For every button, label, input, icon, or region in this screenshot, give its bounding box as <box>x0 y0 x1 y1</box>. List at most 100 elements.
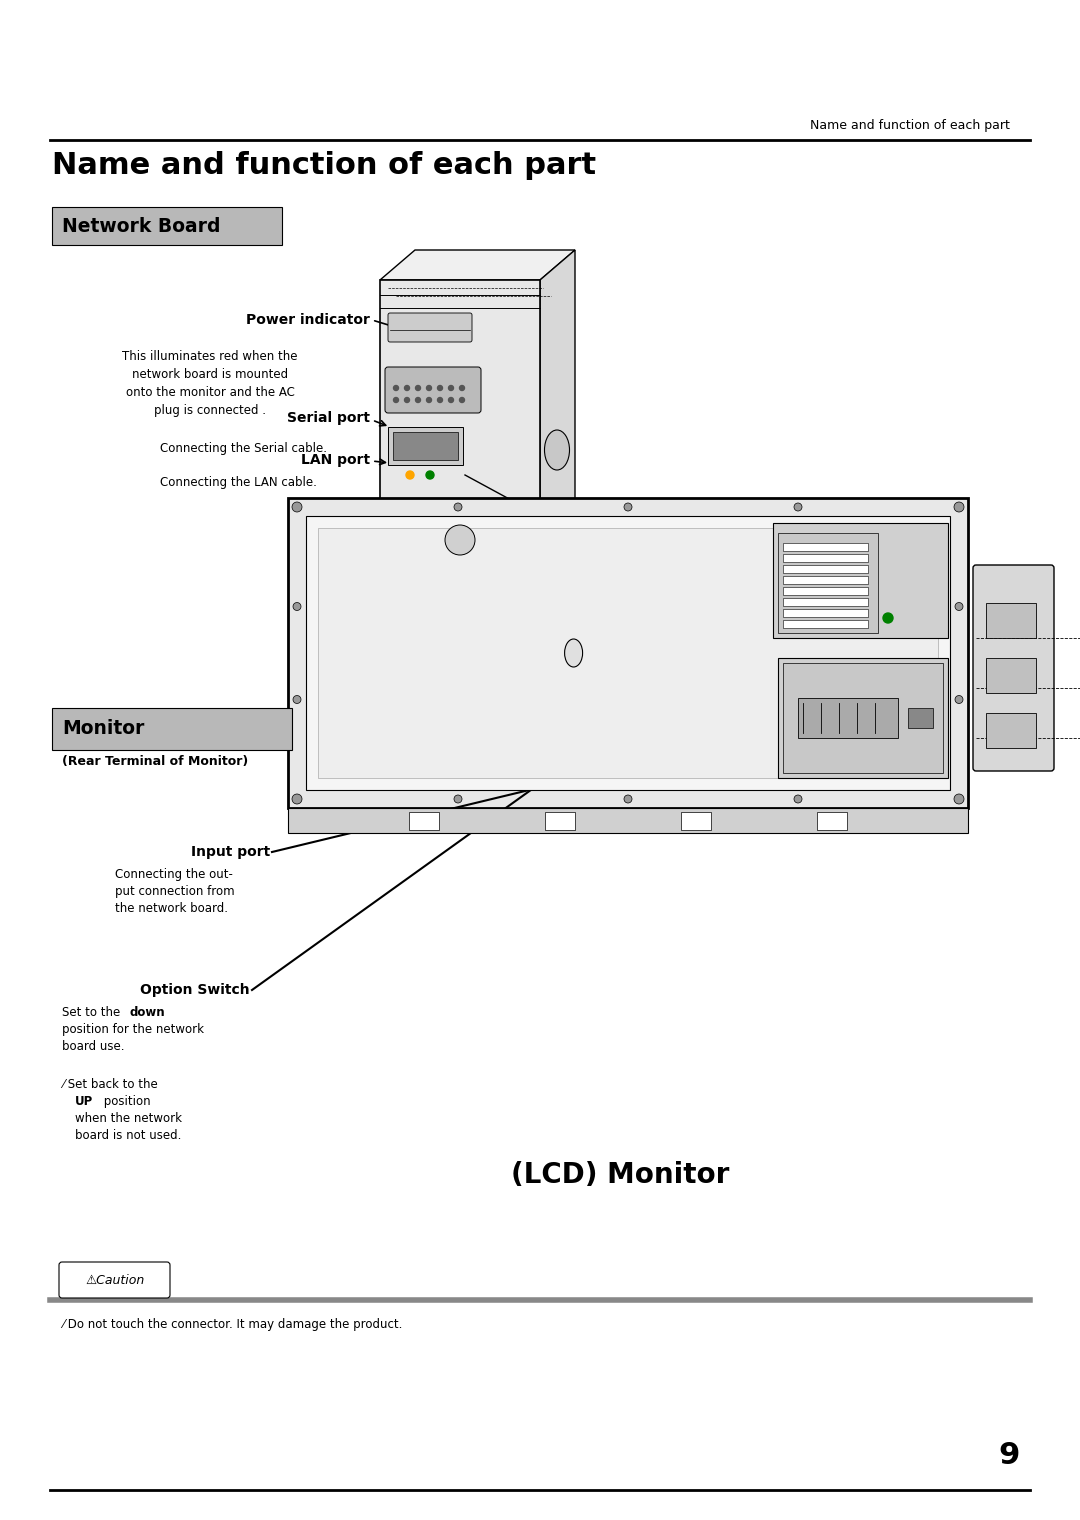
Circle shape <box>405 386 409 391</box>
FancyBboxPatch shape <box>783 587 868 594</box>
Circle shape <box>416 386 420 391</box>
Circle shape <box>437 386 443 391</box>
Text: This turns on and off when: This turns on and off when <box>618 657 775 669</box>
Text: down: down <box>130 1006 165 1018</box>
FancyBboxPatch shape <box>908 708 933 728</box>
FancyBboxPatch shape <box>59 1262 170 1298</box>
Ellipse shape <box>565 638 582 667</box>
Text: network board is mounted: network board is mounted <box>132 368 288 382</box>
Text: Option Switch: Option Switch <box>140 983 249 997</box>
Text: Serial port: Serial port <box>287 410 370 426</box>
Circle shape <box>454 503 462 511</box>
Circle shape <box>954 502 964 512</box>
Text: Input port: Input port <box>191 845 270 859</box>
FancyBboxPatch shape <box>783 610 868 617</box>
Text: position for the network: position for the network <box>62 1023 204 1037</box>
Circle shape <box>794 503 802 511</box>
Text: ACT indicator (Green): ACT indicator (Green) <box>618 631 788 644</box>
Text: ⁄ Set back to the: ⁄ Set back to the <box>62 1078 158 1091</box>
Text: board use.: board use. <box>62 1040 124 1053</box>
Text: board is not used.: board is not used. <box>75 1129 181 1142</box>
FancyBboxPatch shape <box>288 809 968 833</box>
Text: position: position <box>100 1094 150 1108</box>
Circle shape <box>445 524 475 555</box>
Circle shape <box>448 386 454 391</box>
Text: the network board is connected: the network board is connected <box>618 590 806 603</box>
Text: put connection from: put connection from <box>114 885 234 898</box>
FancyBboxPatch shape <box>783 576 868 584</box>
Text: sending or receiving of data: sending or receiving of data <box>618 673 784 686</box>
Text: This illuminates red when the: This illuminates red when the <box>122 350 298 363</box>
Text: Set to the: Set to the <box>62 1006 124 1018</box>
Text: onto the monitor and the AC: onto the monitor and the AC <box>125 386 295 400</box>
Text: Connecting the LAN cable.: Connecting the LAN cable. <box>160 476 316 489</box>
Circle shape <box>794 795 802 803</box>
Text: the network board.: the network board. <box>114 901 228 915</box>
Text: ⁄ Do not touch the connector. It may damage the product.: ⁄ Do not touch the connector. It may dam… <box>62 1318 403 1332</box>
FancyBboxPatch shape <box>986 603 1036 638</box>
Text: Name and function of each part: Name and function of each part <box>52 150 596 179</box>
Text: (Rear Terminal of Monitor): (Rear Terminal of Monitor) <box>62 755 248 769</box>
Circle shape <box>293 696 301 704</box>
FancyBboxPatch shape <box>773 523 948 638</box>
Text: 9: 9 <box>999 1441 1020 1470</box>
Circle shape <box>459 386 464 391</box>
FancyBboxPatch shape <box>393 432 458 461</box>
FancyBboxPatch shape <box>318 527 939 778</box>
Circle shape <box>624 795 632 803</box>
Text: Connecting the Serial cable.: Connecting the Serial cable. <box>160 442 327 454</box>
Ellipse shape <box>544 430 569 470</box>
Text: Name and function of each part: Name and function of each part <box>810 119 1010 132</box>
Circle shape <box>955 696 963 704</box>
Circle shape <box>427 386 432 391</box>
Circle shape <box>437 398 443 403</box>
Text: Power indicator: Power indicator <box>246 313 370 327</box>
FancyBboxPatch shape <box>783 543 868 552</box>
Text: ⚠Caution: ⚠Caution <box>85 1274 145 1286</box>
Circle shape <box>459 398 464 403</box>
Circle shape <box>292 793 302 804</box>
FancyBboxPatch shape <box>778 658 948 778</box>
Polygon shape <box>380 280 540 570</box>
Text: (LCD) Monitor: (LCD) Monitor <box>511 1161 729 1189</box>
FancyBboxPatch shape <box>783 620 868 628</box>
Polygon shape <box>380 249 575 280</box>
Circle shape <box>405 398 409 403</box>
FancyBboxPatch shape <box>288 499 968 809</box>
Text: Network Board: Network Board <box>62 216 220 236</box>
Circle shape <box>393 398 399 403</box>
Circle shape <box>624 503 632 511</box>
Text: UP: UP <box>75 1094 93 1108</box>
FancyBboxPatch shape <box>816 812 847 830</box>
Circle shape <box>454 795 462 803</box>
FancyBboxPatch shape <box>306 515 950 790</box>
FancyBboxPatch shape <box>783 565 868 573</box>
Circle shape <box>406 471 414 479</box>
FancyBboxPatch shape <box>384 366 481 413</box>
Text: to the network correctly.: to the network correctly. <box>618 606 762 620</box>
Text: LINK indicator (Orange): LINK indicator (Orange) <box>618 549 805 562</box>
Circle shape <box>955 602 963 611</box>
Text: when the network: when the network <box>75 1113 183 1125</box>
Circle shape <box>292 502 302 512</box>
Circle shape <box>416 398 420 403</box>
FancyBboxPatch shape <box>986 658 1036 693</box>
Polygon shape <box>540 249 575 570</box>
FancyBboxPatch shape <box>52 207 282 245</box>
Text: Monitor: Monitor <box>62 719 145 739</box>
Circle shape <box>393 386 399 391</box>
Circle shape <box>883 613 893 623</box>
FancyBboxPatch shape <box>388 313 472 342</box>
FancyBboxPatch shape <box>783 597 868 606</box>
Circle shape <box>293 602 301 611</box>
FancyBboxPatch shape <box>798 698 897 739</box>
FancyBboxPatch shape <box>986 713 1036 748</box>
FancyBboxPatch shape <box>52 708 292 749</box>
FancyBboxPatch shape <box>388 427 463 465</box>
Circle shape <box>426 471 434 479</box>
FancyBboxPatch shape <box>778 534 878 632</box>
FancyBboxPatch shape <box>409 812 438 830</box>
Text: Connecting the out-: Connecting the out- <box>114 868 233 882</box>
Text: plug is connected .: plug is connected . <box>154 404 266 416</box>
FancyBboxPatch shape <box>681 812 711 830</box>
